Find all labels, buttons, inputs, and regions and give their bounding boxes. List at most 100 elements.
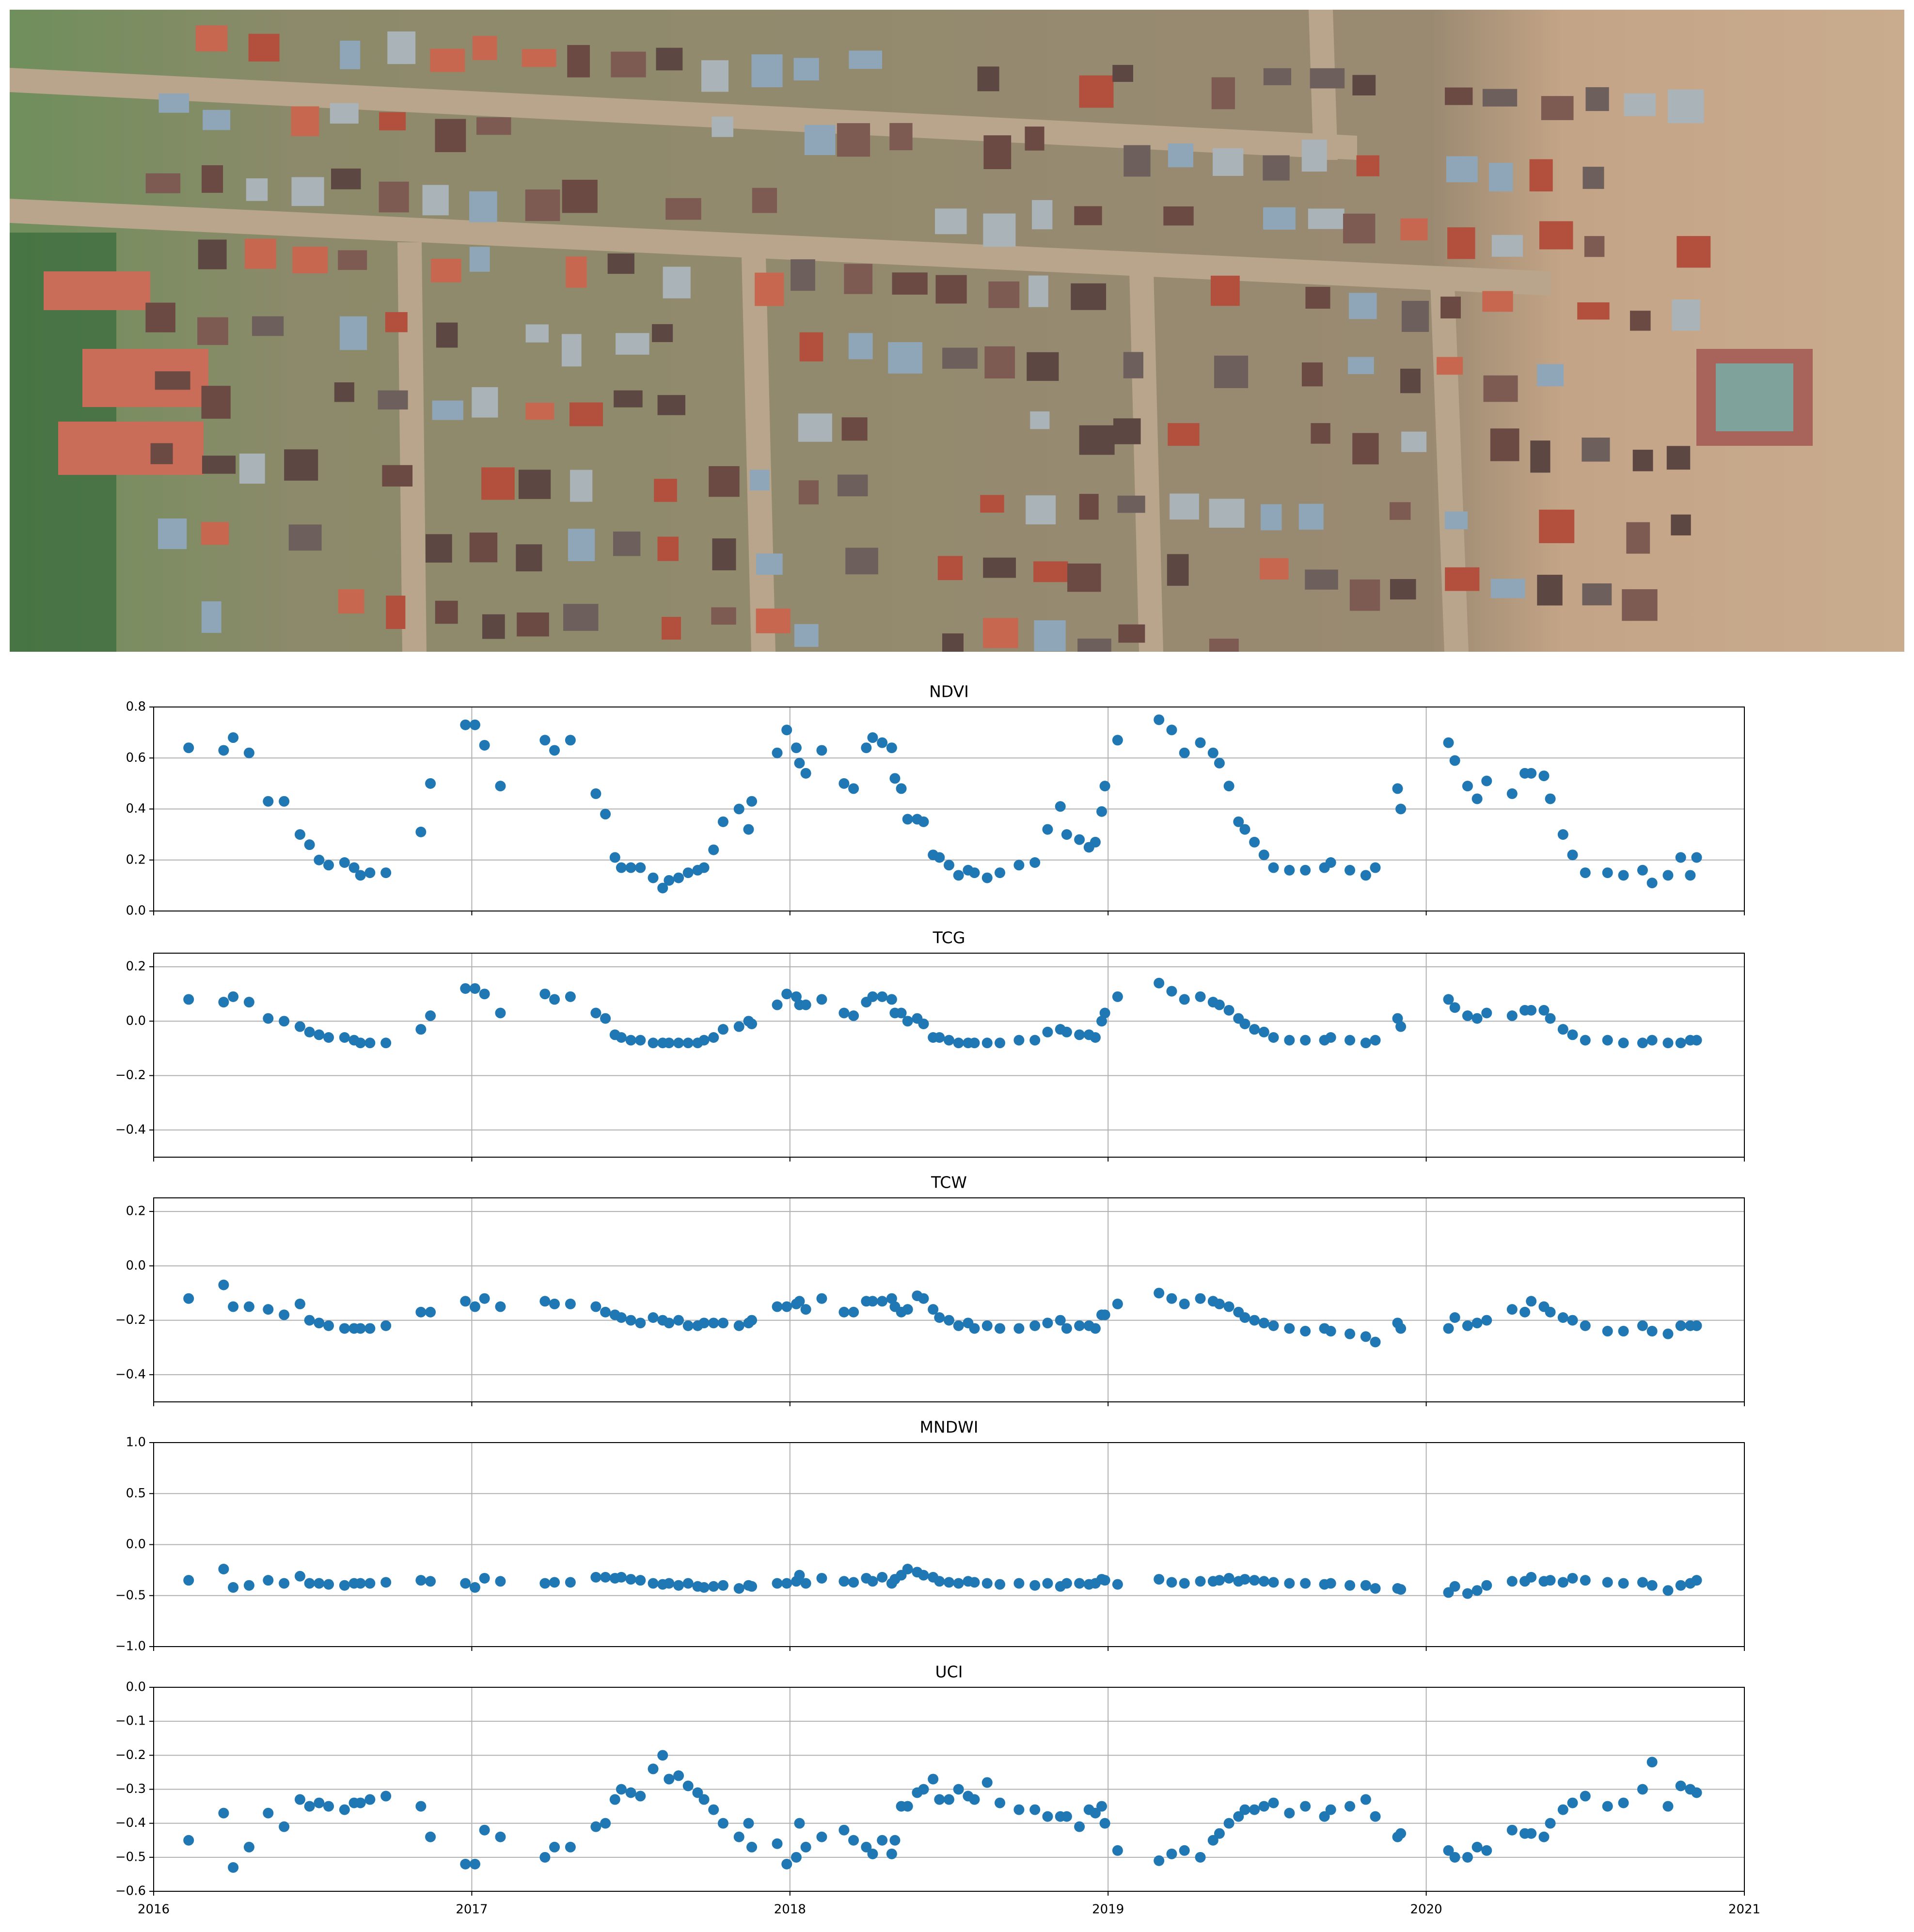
y-tick-label: 1.0	[126, 1435, 146, 1450]
data-point	[848, 1010, 859, 1021]
building	[1163, 206, 1194, 226]
data-point	[848, 1835, 859, 1846]
data-point	[243, 1580, 254, 1591]
data-point	[928, 1774, 939, 1785]
data-point	[733, 1583, 744, 1594]
building	[469, 533, 498, 563]
data-point	[1112, 1845, 1123, 1856]
data-point	[1345, 1328, 1356, 1339]
data-point	[1526, 1005, 1537, 1016]
data-point	[339, 857, 350, 868]
data-point	[969, 1794, 980, 1805]
building	[291, 177, 324, 206]
data-point	[953, 1578, 964, 1589]
building	[983, 618, 1018, 648]
data-point	[1099, 1309, 1110, 1320]
data-point	[1214, 999, 1225, 1010]
data-point	[304, 1026, 315, 1037]
data-point	[1195, 991, 1206, 1002]
data-point	[380, 1320, 392, 1331]
data-point	[304, 1801, 315, 1812]
data-point	[1580, 1575, 1591, 1586]
building	[665, 198, 701, 220]
building	[1445, 567, 1480, 591]
data-point	[1449, 1852, 1460, 1863]
building	[522, 49, 556, 67]
building	[799, 332, 823, 361]
data-point	[339, 1804, 350, 1815]
data-point	[664, 1037, 675, 1049]
data-point	[918, 1570, 929, 1581]
data-point	[469, 983, 480, 994]
y-tick-label: 0.0	[126, 1258, 146, 1273]
data-point	[1195, 1576, 1206, 1587]
data-point	[294, 1794, 305, 1805]
data-point	[323, 1032, 334, 1043]
data-point	[1268, 862, 1279, 873]
data-point	[934, 1794, 945, 1805]
data-point	[1557, 1577, 1568, 1588]
data-point	[549, 745, 560, 756]
data-point	[635, 1318, 646, 1329]
x-tick-label: 2018	[774, 1902, 806, 1917]
aerial-image	[10, 10, 1904, 652]
data-point	[1258, 1801, 1269, 1812]
data-point	[228, 1301, 239, 1312]
data-point	[355, 1797, 366, 1808]
building	[1310, 68, 1345, 89]
data-point	[460, 719, 471, 730]
data-point	[1223, 781, 1234, 792]
data-point	[1462, 781, 1473, 792]
building	[201, 601, 221, 633]
data-point	[1370, 1811, 1381, 1822]
building	[1112, 64, 1133, 82]
data-point	[539, 1296, 551, 1307]
y-tick-label: 0.5	[126, 1486, 146, 1501]
data-point	[1154, 1855, 1165, 1866]
data-point	[565, 1577, 576, 1588]
data-point	[425, 778, 436, 789]
building	[525, 403, 554, 420]
data-point	[1345, 1801, 1356, 1812]
data-point	[314, 854, 325, 865]
building	[611, 51, 646, 78]
data-point	[717, 1818, 728, 1829]
building	[1622, 589, 1658, 621]
data-point	[1042, 1578, 1053, 1589]
data-point	[708, 1804, 719, 1815]
data-point	[1029, 1580, 1041, 1591]
data-point	[495, 1576, 506, 1587]
data-point	[886, 994, 897, 1005]
data-point	[781, 1301, 792, 1312]
building	[430, 48, 465, 72]
building	[379, 181, 409, 213]
data-point	[1258, 1318, 1269, 1329]
data-point	[1284, 1035, 1295, 1046]
building	[798, 480, 819, 504]
building	[1541, 96, 1574, 120]
data-point	[279, 1016, 290, 1027]
data-point	[218, 1807, 229, 1819]
building	[201, 522, 229, 545]
data-point	[183, 1575, 194, 1586]
building	[244, 238, 276, 269]
data-point	[746, 1018, 758, 1029]
data-point	[1443, 737, 1454, 748]
data-point	[934, 1032, 945, 1043]
data-point	[838, 1824, 850, 1836]
data-point	[981, 1777, 993, 1788]
data-point	[682, 1037, 694, 1049]
data-point	[590, 1821, 601, 1832]
building	[1168, 143, 1194, 168]
data-point	[625, 1787, 636, 1798]
data-point	[609, 852, 620, 863]
building	[942, 633, 964, 652]
building	[1537, 364, 1564, 387]
data-point	[228, 732, 239, 743]
data-point	[294, 829, 305, 840]
data-point	[243, 997, 254, 1008]
data-point	[635, 862, 646, 873]
building	[518, 470, 551, 499]
data-point	[981, 872, 993, 883]
